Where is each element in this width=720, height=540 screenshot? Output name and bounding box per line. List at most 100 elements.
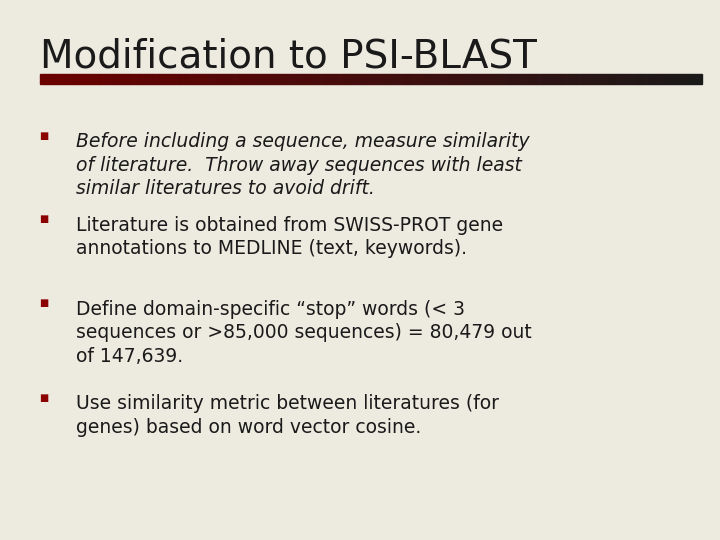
Bar — [93, 74, 99, 84]
Bar — [112, 74, 119, 84]
Bar — [404, 74, 410, 84]
Bar — [450, 74, 457, 84]
Text: Define domain-specific “stop” words (< 3
sequences or >85,000 sequences) = 80,47: Define domain-specific “stop” words (< 3… — [76, 300, 531, 366]
Bar — [126, 74, 132, 84]
Bar — [132, 74, 139, 84]
Bar — [152, 74, 159, 84]
Bar — [609, 74, 616, 84]
Bar — [384, 74, 391, 84]
Bar — [325, 74, 331, 84]
Bar — [292, 74, 298, 84]
Bar — [245, 74, 251, 84]
Bar — [431, 74, 437, 84]
Bar — [510, 74, 516, 84]
Bar — [99, 74, 106, 84]
Bar — [185, 74, 192, 84]
Bar — [576, 74, 582, 84]
Bar — [536, 74, 543, 84]
Text: ■: ■ — [40, 298, 49, 308]
Text: Modification to PSI-BLAST: Modification to PSI-BLAST — [40, 38, 536, 76]
Bar — [662, 74, 669, 84]
Bar — [338, 74, 344, 84]
Text: ■: ■ — [40, 214, 49, 225]
Bar — [278, 74, 284, 84]
Bar — [656, 74, 662, 84]
Bar — [629, 74, 636, 84]
Bar — [424, 74, 431, 84]
Bar — [298, 74, 305, 84]
Bar — [464, 74, 470, 84]
Bar — [145, 74, 152, 84]
Bar — [530, 74, 536, 84]
Bar — [623, 74, 629, 84]
Bar — [371, 74, 377, 84]
Bar — [66, 74, 73, 84]
Bar — [265, 74, 271, 84]
Bar — [166, 74, 172, 84]
Bar — [199, 74, 205, 84]
Bar — [179, 74, 185, 84]
Bar — [457, 74, 464, 84]
Bar — [86, 74, 93, 84]
Text: Literature is obtained from SWISS-PROT gene
annotations to MEDLINE (text, keywor: Literature is obtained from SWISS-PROT g… — [76, 216, 503, 259]
Text: ■: ■ — [40, 393, 49, 403]
Bar — [669, 74, 675, 84]
Bar — [79, 74, 86, 84]
Bar — [40, 74, 46, 84]
Bar — [590, 74, 596, 84]
Bar — [232, 74, 238, 84]
Bar — [258, 74, 265, 84]
Bar — [212, 74, 218, 84]
Bar — [696, 74, 702, 84]
Bar — [682, 74, 689, 84]
Bar — [284, 74, 292, 84]
Bar — [172, 74, 179, 84]
Bar — [523, 74, 530, 84]
Bar — [490, 74, 497, 84]
Bar — [192, 74, 199, 84]
Bar — [636, 74, 642, 84]
Bar — [358, 74, 364, 84]
Bar — [46, 74, 53, 84]
Bar — [557, 74, 563, 84]
Bar — [60, 74, 66, 84]
Bar — [503, 74, 510, 84]
Text: Before including a sequence, measure similarity
of literature.  Throw away seque: Before including a sequence, measure sim… — [76, 132, 529, 198]
Bar — [549, 74, 557, 84]
Bar — [344, 74, 351, 84]
Bar — [397, 74, 404, 84]
Bar — [351, 74, 358, 84]
Bar — [218, 74, 225, 84]
Bar — [410, 74, 417, 84]
Bar — [73, 74, 79, 84]
Bar — [53, 74, 60, 84]
Bar — [271, 74, 278, 84]
Bar — [238, 74, 245, 84]
Bar — [483, 74, 490, 84]
Bar — [311, 74, 318, 84]
Text: Use similarity metric between literatures (for
genes) based on word vector cosin: Use similarity metric between literature… — [76, 394, 498, 437]
Bar — [516, 74, 523, 84]
Bar — [318, 74, 325, 84]
Bar — [391, 74, 397, 84]
Bar — [417, 74, 424, 84]
Bar — [642, 74, 649, 84]
Bar — [225, 74, 232, 84]
Bar — [364, 74, 371, 84]
Bar — [119, 74, 126, 84]
Bar — [159, 74, 166, 84]
Bar — [331, 74, 338, 84]
Bar — [582, 74, 590, 84]
Bar — [305, 74, 311, 84]
Text: ■: ■ — [40, 131, 49, 141]
Bar — [477, 74, 483, 84]
Bar — [570, 74, 576, 84]
Bar — [470, 74, 477, 84]
Bar — [497, 74, 503, 84]
Bar — [444, 74, 450, 84]
Bar — [437, 74, 444, 84]
Bar — [603, 74, 609, 84]
Bar — [649, 74, 656, 84]
Bar — [205, 74, 212, 84]
Bar — [616, 74, 623, 84]
